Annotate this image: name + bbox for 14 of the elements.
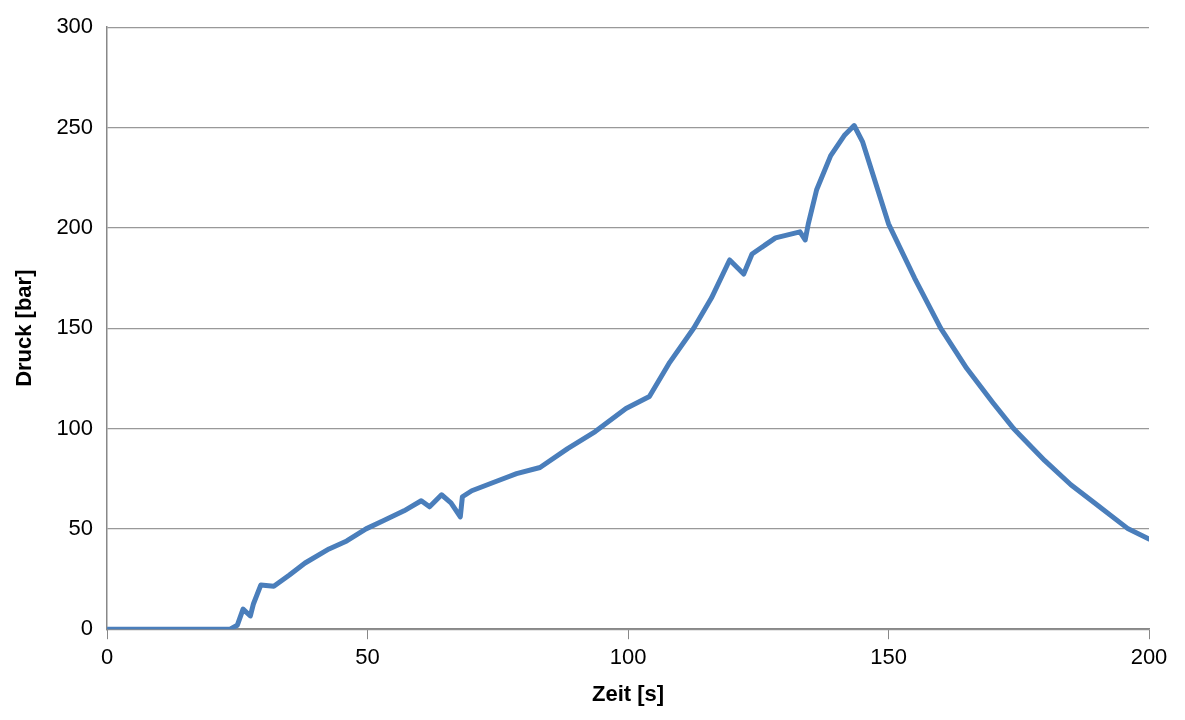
x-tick-label: 100 [609,644,647,670]
y-tick-label: 150 [56,314,94,340]
x-axis-title: Zeit [s] [591,680,665,706]
x-tick-label: 50 [355,644,380,670]
x-tick-label: 150 [870,644,907,670]
y-tick-label: 100 [56,414,94,440]
y-tick-label: 0 [80,615,94,641]
y-tick-label: 250 [56,113,94,139]
y-tick-label: 200 [56,213,94,239]
x-tick-label: 0 [100,644,114,670]
y-axis-title: Druck [bar] [11,269,37,387]
x-tick-label: 200 [1130,644,1168,670]
y-tick-label: 300 [56,13,94,39]
y-tick-label: 50 [68,514,94,540]
